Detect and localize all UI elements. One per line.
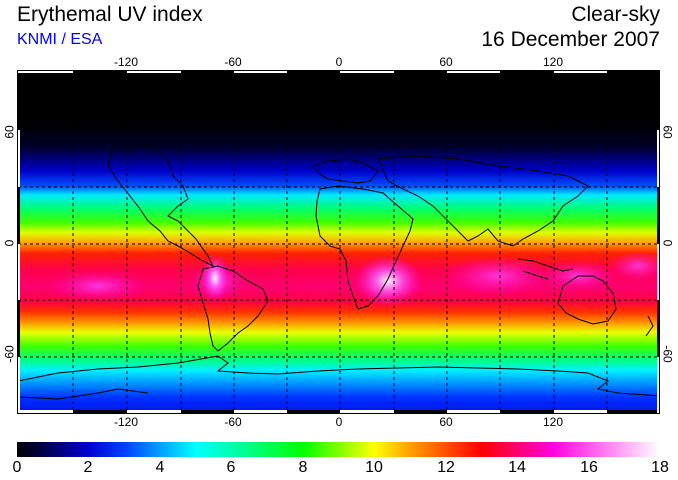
- map-date: 16 December 2007: [481, 28, 660, 51]
- top-lon-tick: -120: [113, 55, 139, 69]
- colorbar-tick: 2: [83, 459, 93, 476]
- right-lat-tick: 0: [660, 239, 675, 247]
- colorbar-tick: 0: [12, 459, 22, 476]
- left-lat-tick: 60: [2, 125, 17, 139]
- bottom-lon-tick: 60: [439, 415, 453, 429]
- bottom-lon-tick: 120: [542, 415, 564, 429]
- top-lon-tick: 120: [542, 55, 564, 69]
- map-source: KNMI / ESA: [17, 31, 103, 48]
- map-title: Erythemal UV index: [17, 3, 203, 26]
- uv-index-map: [17, 70, 660, 414]
- bottom-lon-tick: 0: [335, 415, 343, 429]
- bottom-lon-tick: -60: [224, 415, 242, 429]
- sky-condition: Clear-sky: [571, 3, 660, 26]
- uv-field: [18, 71, 659, 413]
- colorbar-tick: 8: [298, 459, 308, 476]
- colorbar-tick: 18: [651, 459, 669, 476]
- bottom-lon-tick: -120: [113, 415, 139, 429]
- graticule: [18, 71, 659, 413]
- colorbar-tick: 4: [155, 459, 165, 476]
- colorbar-tick: 10: [365, 459, 383, 476]
- colorbar-tick: 12: [437, 459, 455, 476]
- top-lon-tick: -60: [224, 55, 242, 69]
- colorbar-tick: 6: [226, 459, 236, 476]
- uv-colorbar: [17, 442, 660, 457]
- left-lat-tick: 0: [2, 239, 17, 247]
- top-lon-tick: 60: [439, 55, 453, 69]
- coastlines: [18, 142, 659, 400]
- right-lat-tick: 60: [660, 125, 675, 139]
- top-lon-tick: 0: [335, 55, 343, 69]
- left-lat-tick: -60: [2, 345, 17, 363]
- right-lat-tick: -60: [660, 345, 675, 363]
- colorbar-tick: 16: [580, 459, 598, 476]
- colorbar-tick: 14: [508, 459, 526, 476]
